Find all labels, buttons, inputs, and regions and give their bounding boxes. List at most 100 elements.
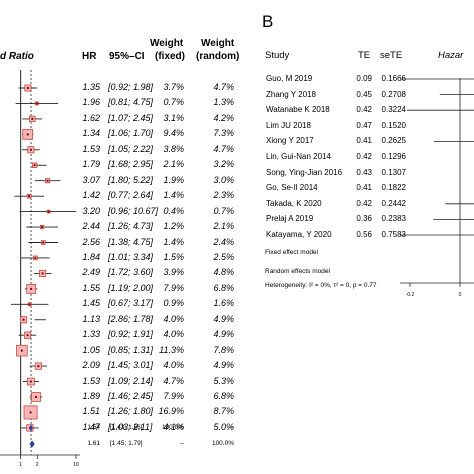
te-value: 0.42 <box>356 198 372 208</box>
weight-fixed-value: 2.1% <box>163 159 184 170</box>
ci-value: [0.67; 3.17] <box>108 298 154 309</box>
hr-value: 1.89 <box>82 391 100 401</box>
weight-random-value: 4.9% <box>213 313 234 324</box>
te-value: 0.47 <box>356 120 372 130</box>
summary-ci-value: [1.43; 1.66] <box>110 424 143 431</box>
summary-diamond <box>29 440 35 448</box>
col-hr-header: HR <box>82 51 97 62</box>
hr-value: 1.55 <box>82 282 100 293</box>
te-value: 0.41 <box>356 183 372 193</box>
panel-b-x-tick-label: -0.2 <box>406 292 415 298</box>
panel-a-header-left: d Ratio <box>0 51 34 62</box>
summary-hr-value: 1.54 <box>87 424 100 431</box>
te-value: 0.42 <box>356 105 372 115</box>
study-name: Song, Ying-Jian 2016 <box>266 167 343 177</box>
ci-value: [1.26; 1.80] <box>108 406 154 417</box>
study-name: Guo, M 2019 <box>266 74 313 83</box>
panel-b-sete-header: seTE <box>380 50 403 61</box>
random-effects-label: Random effects model <box>265 268 330 275</box>
study-name: Lin, Gui-Nan 2014 <box>266 152 331 161</box>
weight-fixed-value: 1.9% <box>163 174 184 185</box>
ci-value: [1.19; 2.00] <box>108 282 154 293</box>
weight-fixed-value: 11.3% <box>159 344 184 355</box>
ci-value: [1.01; 3.34] <box>108 251 154 262</box>
study-point <box>42 241 45 244</box>
study-point <box>26 133 29 136</box>
summary-weight-random-value: 100.0% <box>211 440 234 447</box>
study-name: Zhang Y 2018 <box>266 89 316 99</box>
col-weight-random-header-2: (random) <box>196 51 240 62</box>
te-value: 0.43 <box>356 167 372 177</box>
sete-value: 0.2708 <box>381 89 406 99</box>
sete-value: 0.1666 <box>381 74 406 83</box>
weight-random-value: 5.0% <box>213 421 234 432</box>
ci-value: [1.07; 2.45] <box>108 112 154 123</box>
study-point <box>33 164 36 167</box>
sete-value: 0.2442 <box>381 198 406 208</box>
sete-value: 0.7583 <box>381 230 406 239</box>
weight-random-value: 7.3% <box>213 128 234 139</box>
weight-fixed-value: 4.0% <box>163 313 184 324</box>
weight-fixed-value: 4.7% <box>163 375 184 386</box>
weight-random-value: 4.9% <box>213 360 234 371</box>
weight-fixed-value: 3.1% <box>163 112 184 123</box>
study-name: Katayama, Y 2020 <box>266 230 332 239</box>
ci-value: [1.26; 4.73] <box>108 221 154 232</box>
weight-fixed-value: 9.4% <box>163 128 184 139</box>
sete-value: 0.2383 <box>381 214 406 224</box>
x-tick-label: 2 <box>36 462 39 468</box>
hr-value: 3.07 <box>82 174 100 185</box>
study-point <box>26 86 29 90</box>
hr-value: 2.56 <box>82 236 100 247</box>
ci-value: [1.06; 1.70] <box>108 128 154 139</box>
hr-value: 1.35 <box>82 82 100 92</box>
study-point <box>34 395 38 399</box>
weight-fixed-value: 0.4% <box>163 205 184 216</box>
hr-value: 1.79 <box>82 159 100 170</box>
hr-value: 3.20 <box>82 205 100 216</box>
study-point <box>34 256 37 260</box>
study-point <box>37 365 40 368</box>
heterogeneity-label: Heterogeneity: I² = 0%, τ² = 0, p = 0.77 <box>265 282 377 289</box>
col-ci-header: 95%–CI <box>109 51 145 62</box>
weight-random-value: 0.7% <box>213 205 234 216</box>
weight-random-value: 4.9% <box>213 329 234 340</box>
hr-value: 1.51 <box>82 406 100 417</box>
study-point <box>20 349 23 352</box>
summary-weight-fixed-value: 100.0% <box>161 424 184 431</box>
ci-value: [0.92; 1.91] <box>108 329 154 340</box>
study-point <box>46 179 49 182</box>
weight-random-value: 7.8% <box>213 344 234 355</box>
study-name: Go, Se-Il 2014 <box>266 183 318 193</box>
weight-random-value: 3.0% <box>213 174 234 185</box>
summary-ci-value: [1.45; 1.79] <box>110 440 143 447</box>
te-value: 0.41 <box>356 136 372 146</box>
sete-value: 0.1520 <box>381 120 406 130</box>
study-name: Xiong Y 2017 <box>266 136 314 146</box>
weight-fixed-value: 4.0% <box>163 329 184 340</box>
study-point <box>30 287 33 290</box>
hr-value: 2.09 <box>82 360 100 371</box>
col-weight-fixed-header-1: Weight <box>150 38 184 49</box>
weight-random-value: 8.7% <box>213 406 234 417</box>
weight-fixed-value: 4.0% <box>163 360 184 371</box>
sete-value: 0.1822 <box>381 183 406 193</box>
hr-value: 1.84 <box>82 251 100 262</box>
weight-random-value: 4.8% <box>213 267 234 278</box>
panel-b-te-header: TE <box>358 50 371 61</box>
te-value: 0.45 <box>356 89 372 99</box>
summary-weight-random-value: -- <box>229 424 234 431</box>
study-point <box>28 303 31 306</box>
ci-value: [1.68; 2.95] <box>108 159 154 170</box>
sete-value: 0.3224 <box>381 105 406 115</box>
panel-b-x-tick-label: 0 <box>459 292 462 298</box>
panel-a-forest-plot: 1 2 10 <box>0 70 80 468</box>
ci-value: [1.05; 2.22] <box>108 143 154 154</box>
study-point <box>47 210 50 213</box>
weight-random-value: 5.3% <box>213 375 234 386</box>
study-point <box>41 272 44 275</box>
ci-value: [0.92; 1.98] <box>108 82 154 92</box>
panel-b-study-header: Study <box>265 50 290 61</box>
weight-fixed-value: 0.7% <box>163 97 184 108</box>
weight-random-value: 4.2% <box>213 112 234 123</box>
